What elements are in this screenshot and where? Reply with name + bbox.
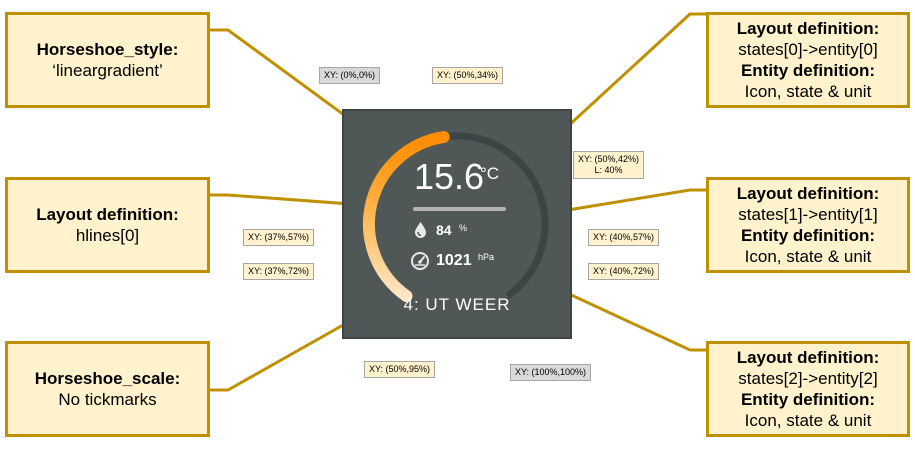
horizontal-line [413, 207, 506, 211]
callout-icon1: XY: (37%,57%) [243, 229, 315, 246]
callout-name: XY: (50%,95%) [364, 361, 436, 378]
hlines-box: Layout definition: hlines[0] [5, 177, 210, 273]
temperature-value: 15.6 [414, 156, 485, 197]
horseshoe-style-title: Horseshoe_style: [36, 40, 179, 59]
entity1-layout-value: states[1]->entity[1] [738, 205, 878, 224]
humidity-value: 84 [436, 222, 452, 238]
entity0-layout-value: states[0]->entity[0] [738, 40, 878, 59]
entity1-entity-title: Entity definition: [740, 226, 876, 245]
entity1-layout-title: Layout definition: [736, 184, 880, 203]
temperature-unit: °C [480, 164, 500, 183]
water-drop-icon [413, 221, 428, 243]
entity1-box: Layout definition: states[1]->entity[1] … [706, 177, 910, 273]
card-name: 4: UT WEER [403, 295, 511, 314]
callout-state0: XY: (50%,34%) [432, 67, 504, 84]
entity0-layout-title: Layout definition: [736, 19, 880, 38]
hlines-title: Layout definition: [36, 205, 179, 224]
callout-hline-length: L: 40% [594, 165, 623, 175]
entity0-box: Layout definition: states[0]->entity[0] … [706, 12, 910, 108]
callout-state1: XY: (40%,57%) [588, 229, 660, 246]
horseshoe-scale-box: Horseshoe_scale: No tickmarks [5, 341, 210, 437]
connector-scale [210, 292, 399, 392]
humidity-unit: % [459, 223, 468, 233]
connector-style [210, 28, 371, 136]
horseshoe-style-box: Horseshoe_style: ‘lineargradient’ [5, 12, 210, 108]
horseshoe-fill [362, 131, 450, 303]
callout-state2: XY: (40%,72%) [588, 263, 660, 280]
callout-hline: XY: (50%,42%) L: 40% [573, 151, 645, 179]
callout-origin: XY: (0%,0%) [319, 67, 381, 84]
gauge-icon [410, 251, 430, 276]
horseshoe-scale-title: Horseshoe_scale: [34, 369, 181, 388]
entity2-box: Layout definition: states[2]->entity[2] … [706, 341, 910, 437]
callout-hline-xy: XY: (50%,42%) [578, 154, 640, 164]
entity0-entity-title: Entity definition: [740, 61, 876, 80]
horseshoe-style-value: ‘lineargradient’ [52, 61, 163, 80]
entity2-layout-value: states[2]->entity[2] [738, 369, 878, 388]
entity2-entity-title: Entity definition: [740, 390, 876, 409]
horseshoe-scale-value: No tickmarks [58, 390, 157, 409]
flexible-horseshoe-card[interactable]: 15.6 °C 84 % 1021 hPa 4: UT WEER [342, 109, 572, 339]
hlines-value: hlines[0] [75, 226, 140, 245]
entity2-layout-title: Layout definition: [736, 348, 880, 367]
entity1-entity-value: Icon, state & unit [744, 247, 872, 266]
horseshoe-gauge [362, 131, 549, 303]
callout-corner: XY: (100%,100%) [510, 364, 592, 381]
pressure-unit: hPa [478, 252, 495, 262]
entity2-entity-value: Icon, state & unit [744, 411, 872, 430]
callout-icon2: XY: (37%,72%) [243, 263, 315, 280]
pressure-value: 1021 [436, 252, 472, 269]
entity0-entity-value: Icon, state & unit [744, 82, 872, 101]
